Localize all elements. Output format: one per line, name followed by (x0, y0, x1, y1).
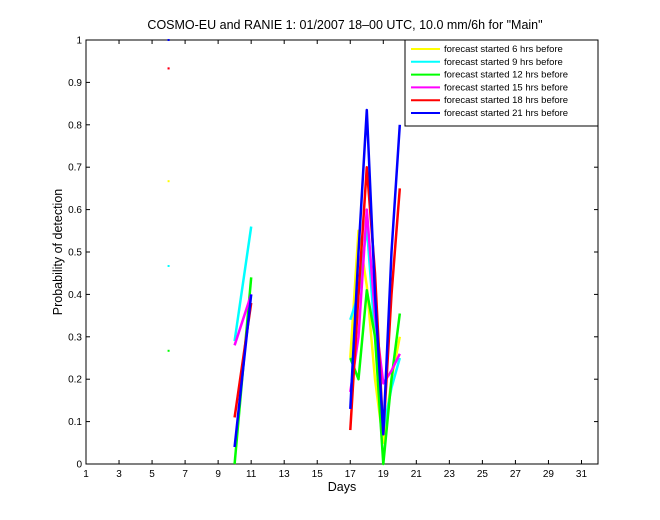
y-tick-label: 0.7 (68, 163, 82, 174)
x-axis-label: Days (328, 480, 356, 494)
series-line (233, 294, 253, 448)
x-tick-label: 25 (477, 469, 489, 480)
series-line (349, 288, 402, 466)
y-tick-label: 1 (76, 36, 82, 47)
x-tick-label: 7 (182, 469, 188, 480)
x-tick-label: 15 (312, 469, 324, 480)
chart-title: COSMO-EU and RANIE 1: 01/2007 18–00 UTC,… (147, 18, 542, 32)
legend-box (404, 39, 599, 127)
y-axis-label: Probability of detection (51, 189, 65, 316)
data-point (167, 264, 170, 267)
legend-label: forecast started 12 hrs before (444, 70, 568, 81)
y-tick-label: 0.2 (68, 375, 82, 386)
y-tick-label: 0.5 (68, 248, 82, 259)
x-tick-label: 13 (279, 469, 291, 480)
y-tick-label: 0.9 (68, 78, 82, 89)
data-point (167, 349, 170, 352)
series-layer (167, 39, 402, 466)
x-tick-label: 11 (246, 469, 257, 480)
legend: forecast started 6 hrs before forecast st… (404, 39, 599, 127)
series-line (233, 294, 253, 346)
series-6 (167, 39, 402, 448)
x-tick-label: 29 (543, 469, 555, 480)
x-tick-label: 9 (215, 469, 221, 480)
data-point (167, 39, 170, 41)
legend-label: forecast started 18 hrs before (444, 95, 568, 106)
series-line (233, 226, 253, 342)
data-point (167, 67, 170, 70)
x-tick-label: 31 (576, 469, 588, 480)
x-tick-label: 17 (345, 469, 357, 480)
series-line (349, 208, 401, 393)
x-tick-label: 1 (83, 469, 89, 480)
x-tick-label: 5 (149, 469, 155, 480)
axis-ticks: 1 3 5 7 9 11 13 15 17 19 21 23 25 27 29 3100.10.20.30.4… (68, 36, 598, 480)
y-tick-label: 0.6 (68, 205, 82, 216)
data-point (167, 180, 170, 183)
legend-label: forecast started 6 hrs before (444, 44, 563, 55)
y-tick-label: 0 (76, 460, 82, 471)
x-tick-label: 23 (444, 469, 456, 480)
y-tick-label: 0.3 (68, 332, 82, 343)
y-tick-label: 0.1 (68, 417, 82, 428)
series-line (349, 108, 402, 436)
y-tick-label: 0.8 (68, 120, 82, 131)
x-tick-label: 19 (378, 469, 390, 480)
x-tick-label: 27 (510, 469, 522, 480)
legend-label: forecast started 9 hrs before (444, 57, 563, 68)
x-tick-label: 3 (116, 469, 122, 480)
legend-label: forecast started 15 hrs before (444, 82, 568, 93)
x-tick-label: 21 (411, 469, 423, 480)
legend-label: forecast started 21 hrs before (444, 108, 568, 119)
y-tick-label: 0.4 (68, 290, 82, 301)
